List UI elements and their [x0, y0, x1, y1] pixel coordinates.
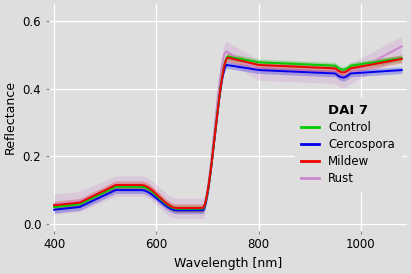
Legend: Control, Cercospora, Mildew, Rust: Control, Cercospora, Mildew, Rust	[295, 98, 401, 191]
Y-axis label: Reflectance: Reflectance	[4, 80, 17, 155]
X-axis label: Wavelength [nm]: Wavelength [nm]	[174, 257, 282, 270]
